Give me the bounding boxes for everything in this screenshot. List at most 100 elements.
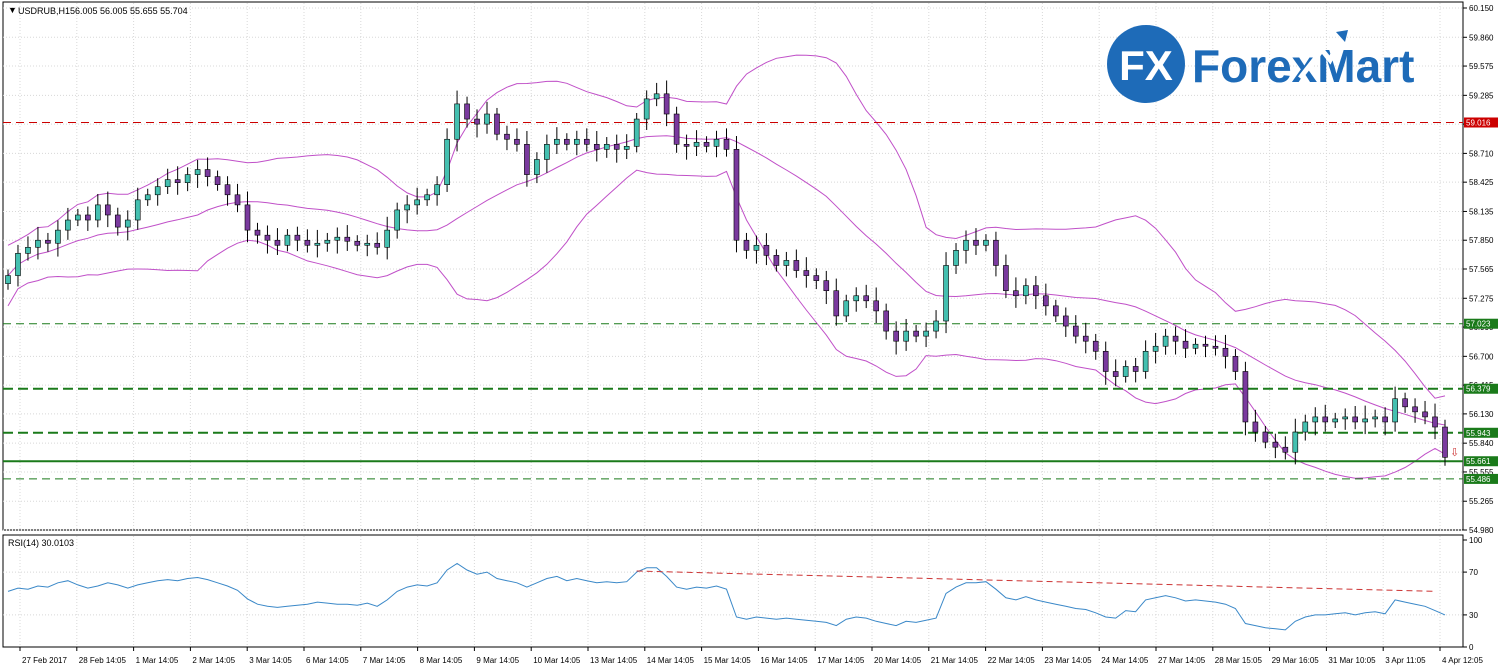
chart-menu-icon[interactable]: ▼ [8,5,17,15]
candle-body [1112,371,1119,377]
price-pane[interactable] [2,1,1464,531]
candle-body [154,186,161,196]
time-tick-label: 15 Mar 14:05 [704,656,752,665]
candle-body [1422,411,1428,418]
candle-body [933,320,939,332]
candle-body [1132,366,1139,372]
candle-body [793,260,800,271]
candle-body [853,295,860,302]
rsi-line [7,562,1446,631]
candle-body [1192,343,1199,349]
price-tick-label: 57.565 [1469,265,1494,274]
candle-body [294,234,301,241]
rsi-tick-label: 30 [1469,611,1478,620]
candle-body [284,234,291,246]
candle-body [683,144,690,147]
candle-body [374,242,381,248]
price-level-label: 57.023 [1466,320,1491,329]
candle-body [883,310,889,332]
candle-body [823,280,830,292]
forexmart-logo: FX ForexMart [1107,25,1414,103]
candle-body [1202,343,1209,347]
time-tick-label: 16 Mar 14:05 [760,656,808,665]
candle-body [514,138,520,145]
candle-body [623,146,630,150]
candle-body [1432,416,1438,428]
candle-body [1392,398,1398,423]
candle-body [484,113,490,125]
candle-body [1322,416,1329,423]
candle-body [474,118,480,125]
rsi-trendline [636,570,1436,592]
candle-body [304,239,311,246]
candle-body [1142,350,1149,372]
candle-body [1182,340,1189,349]
symbol-title: USDRUB,H1 [18,6,70,16]
candle-body [773,255,780,266]
price-tick-label: 58.710 [1469,149,1494,158]
candle-body [1332,418,1339,423]
candle-body [873,300,879,312]
candle-body [1262,431,1269,443]
candle-body [574,138,580,145]
candle-body [1382,416,1388,423]
candle-body [404,204,410,211]
candle-body [843,300,850,317]
candle-body [174,179,181,183]
price-level-tag [1464,427,1498,438]
candle-body [703,141,710,147]
price-tick-label: 59.860 [1469,33,1494,42]
candle-body [254,229,261,236]
candle-body [104,204,111,216]
candle-body [693,141,700,147]
candle-body [554,138,560,145]
candle-body [35,239,41,248]
price-level-tag [1464,117,1498,128]
candle-body [923,330,929,337]
price-tick-label: 54.980 [1469,526,1494,535]
candle-body [763,244,770,256]
time-tick-label: 6 Mar 14:05 [306,656,349,665]
price-level-label: 55.661 [1466,457,1491,466]
candle-body [25,246,31,254]
candle-body [973,239,979,246]
candle-body [5,275,11,284]
candle-body [1102,350,1109,372]
candle-body [863,295,870,302]
price-tick-label: 59.575 [1469,62,1494,71]
time-tick-label: 23 Mar 14:05 [1044,656,1092,665]
price-level-label: 59.016 [1466,118,1491,127]
price-tick-label: 57.850 [1469,236,1494,245]
rsi-tick-label: 100 [1469,536,1483,545]
candle-body [434,184,440,196]
logo-mark: FX [1119,42,1173,89]
rsi-title: RSI(14) 30.0103 [8,538,74,548]
candle-body [85,214,91,221]
candle-body [504,133,510,140]
candle-body [713,138,720,147]
time-tick-label: 8 Mar 14:05 [420,656,463,665]
candle-body [1222,347,1229,357]
rsi-pane[interactable] [2,534,1464,648]
candle-body [653,93,660,100]
price-level-tag [1464,383,1498,394]
candle-body [544,144,550,160]
candle-body [993,239,999,266]
candle-body [1003,265,1009,292]
candle-body [384,229,391,248]
candle-body [224,184,231,196]
candle-body [1013,290,1019,297]
time-tick-label: 22 Mar 14:05 [988,656,1036,665]
candle-body [184,174,191,183]
candle-body [1282,446,1289,453]
candle-body [1292,431,1299,453]
price-level-label: 56.379 [1466,385,1491,394]
candle-body [783,260,790,266]
price-tick-label: 57.275 [1469,294,1494,303]
candle-body [1352,416,1358,423]
time-tick-label: 7 Mar 14:05 [363,656,406,665]
candle-body [114,214,121,228]
candle-body [833,290,840,317]
price-tick-label: 55.555 [1469,468,1494,477]
